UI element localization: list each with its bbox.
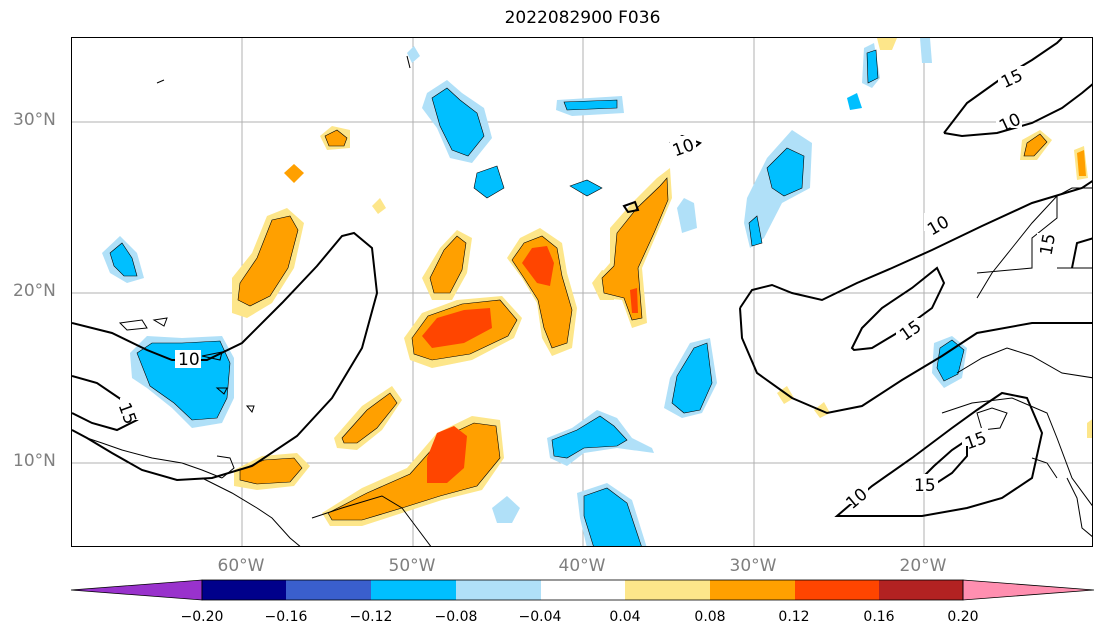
neg-region <box>431 87 485 157</box>
neg-region <box>748 215 763 247</box>
map-title: 2022082900 F036 <box>504 8 661 28</box>
coastline <box>152 317 168 327</box>
neg-region <box>677 198 697 233</box>
colorbar-tick-label: 0.20 <box>947 609 979 625</box>
positive-anomaly-regions <box>232 38 1092 526</box>
colorbar-tick-label: −0.08 <box>434 609 478 625</box>
pos-region <box>601 177 669 321</box>
pos-region <box>877 38 897 50</box>
pos-region <box>1087 419 1092 438</box>
coastline <box>976 407 1008 431</box>
lon-tick-label: 40°W <box>558 556 606 576</box>
coastline <box>406 55 411 69</box>
coastline <box>201 477 301 546</box>
colorbar-tick-label: −0.12 <box>349 609 393 625</box>
colorbar <box>70 579 1095 601</box>
neg-region <box>473 165 505 199</box>
colorbar-segment <box>286 580 371 600</box>
lat-tick-label: 10°N <box>13 451 56 471</box>
coastline <box>245 405 255 414</box>
neg-region <box>936 339 965 382</box>
lon-tick-label: 20°W <box>899 556 947 576</box>
neg-region <box>583 487 642 546</box>
colorbar-tick-label: 0.08 <box>694 609 726 625</box>
coastline <box>1066 477 1092 537</box>
contour-line <box>834 391 1044 517</box>
contour-label: 10 <box>178 350 200 370</box>
colorbar-segment <box>962 579 1095 601</box>
colorbar-tick-label: −0.16 <box>264 609 308 625</box>
lon-tick-label: 60°W <box>217 556 265 576</box>
coastline <box>976 187 1092 299</box>
pos-region <box>284 164 304 183</box>
coastline <box>215 387 228 395</box>
neg-region <box>766 147 805 197</box>
neg-region <box>866 49 879 84</box>
lat-tick-label: 30°N <box>13 110 56 130</box>
contour-line <box>739 307 1092 415</box>
colorbar-tick-label: 0.04 <box>609 609 641 625</box>
map-svg: 10 15 10 15 10 10 15 15 10 15 15 <box>72 38 1092 546</box>
lat-tick-label: 20°N <box>13 281 56 301</box>
coastline <box>118 319 148 331</box>
neg-region <box>109 242 138 277</box>
pos-region <box>427 426 467 483</box>
pos-region <box>237 215 299 307</box>
contour-line <box>850 266 946 352</box>
contour-line <box>1071 237 1092 269</box>
pos-region <box>1023 133 1048 157</box>
coastlines <box>72 55 1092 546</box>
lon-tick-label: 30°W <box>729 556 777 576</box>
neg-region <box>492 496 520 523</box>
neg-region <box>563 99 618 111</box>
coastline <box>311 495 432 546</box>
colorbar-segment <box>795 580 879 600</box>
colorbar-tick-label: 0.12 <box>778 609 810 625</box>
pos-region <box>422 308 492 348</box>
colorbar-segment <box>879 580 963 600</box>
colorbar-segment <box>456 580 541 600</box>
pos-region <box>341 392 398 444</box>
colorbar-segment <box>625 580 710 600</box>
colorbar-tick-label: −0.20 <box>180 609 224 625</box>
colorbar-tick-label: 0.16 <box>863 609 895 625</box>
neg-region <box>671 342 713 414</box>
contour-line <box>622 200 640 214</box>
colorbar-segment <box>541 580 625 600</box>
pos-region <box>372 198 386 214</box>
pos-region <box>630 288 638 313</box>
contour-label: 15 <box>914 476 936 496</box>
coastline <box>156 79 165 84</box>
pos-region <box>324 129 348 147</box>
colorbar-segment <box>70 579 203 601</box>
contour-line <box>739 180 1092 309</box>
colorbar-segment <box>202 580 286 600</box>
neg-region <box>569 179 603 197</box>
neg-region <box>551 415 628 459</box>
neg-region <box>407 46 420 63</box>
pos-region <box>429 235 467 294</box>
coastline <box>956 347 1092 379</box>
coastline <box>941 397 1092 507</box>
lon-tick-label: 50°W <box>388 556 436 576</box>
neg-region <box>847 93 862 110</box>
map-panel: 10 15 10 15 10 10 15 15 10 15 15 <box>71 37 1093 547</box>
contour-line <box>943 83 1092 138</box>
neg-region <box>920 38 932 63</box>
contour-label: 15 <box>1037 232 1060 257</box>
colorbar-segment <box>710 580 795 600</box>
colorbar-tick-label: −0.04 <box>518 609 562 625</box>
coastline <box>976 196 1058 274</box>
pos-region <box>522 246 554 286</box>
colorbar-segment <box>371 580 456 600</box>
pos-region <box>1077 150 1086 176</box>
